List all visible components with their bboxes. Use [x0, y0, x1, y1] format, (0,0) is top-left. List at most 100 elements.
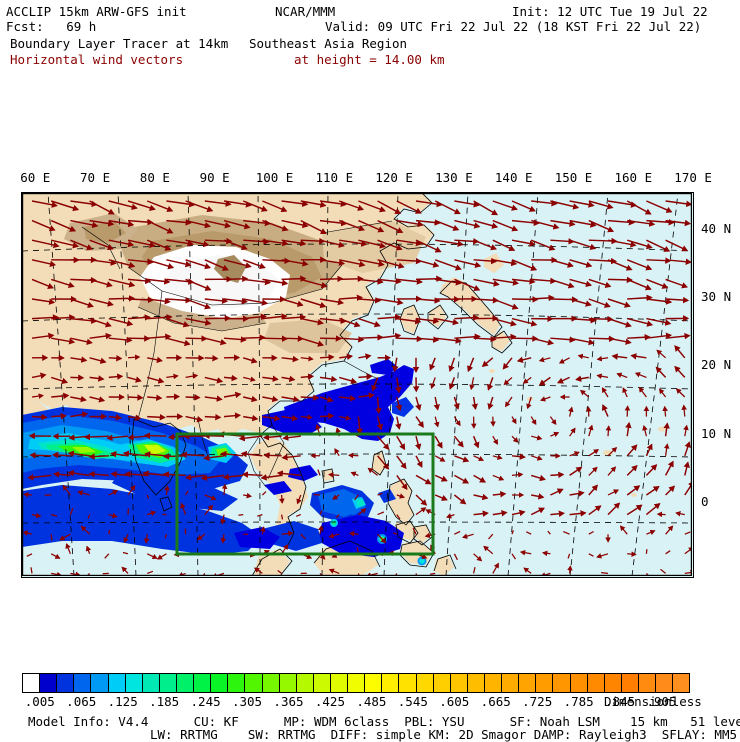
wind-vector — [85, 436, 109, 437]
colorbar-cell-11 — [211, 674, 228, 692]
wind-vector — [320, 357, 333, 358]
wind-vector — [358, 376, 371, 377]
wind-vector — [265, 455, 282, 456]
wind-vector — [313, 495, 320, 496]
colorbar-tick-8: .485 — [356, 694, 386, 709]
wind-vector — [627, 554, 636, 555]
lat-tick-0: 0 — [701, 494, 709, 509]
lon-tick-110E: 110 E — [316, 170, 354, 185]
wind-vector — [282, 495, 283, 503]
colorbar[interactable] — [22, 673, 690, 693]
lon-tick-150E: 150 E — [555, 170, 593, 185]
wind-vector — [282, 338, 303, 339]
colorbar-cell-20 — [365, 674, 382, 692]
colorbar-cell-24 — [434, 674, 451, 692]
lat-tick-40N: 40 N — [701, 221, 731, 236]
header-init-time: Init: 12 UTC Tue 19 Jul 22 — [512, 5, 708, 18]
colorbar-cell-9 — [177, 674, 194, 692]
colorbar-tick-10: .605 — [439, 694, 469, 709]
wind-vector — [128, 357, 139, 358]
header-height-label: at height = 14.00 km — [294, 53, 445, 66]
colorbar-tick-7: .425 — [315, 694, 345, 709]
wind-vector — [550, 475, 563, 476]
colorbar-cell-19 — [348, 674, 365, 692]
wind-vector — [109, 530, 110, 534]
lon-tick-140E: 140 E — [495, 170, 533, 185]
colorbar-cell-32 — [571, 674, 588, 692]
lon-tick-90E: 90 E — [200, 170, 230, 185]
wind-vector — [205, 417, 220, 418]
colorbar-cell-14 — [263, 674, 280, 692]
wind-vector — [601, 573, 608, 574]
colorbar-tick-2: .125 — [108, 694, 138, 709]
header-center-org: NCAR/MMM — [275, 5, 335, 18]
header-region-name: Southeast Asia Region — [249, 37, 407, 50]
lat-tick-20N: 20 N — [701, 357, 731, 372]
lon-tick-170E: 170 E — [674, 170, 712, 185]
colorbar-cell-16 — [297, 674, 314, 692]
wind-vector — [608, 426, 609, 436]
map-panel[interactable] — [21, 192, 694, 578]
wind-vector — [51, 534, 52, 540]
colorbar-cell-25 — [451, 674, 468, 692]
colorbar-tick-5: .305 — [232, 694, 262, 709]
wind-vector — [31, 455, 52, 456]
colorbar-cell-17 — [314, 674, 331, 692]
colorbar-cell-30 — [536, 674, 553, 692]
colorbar-cell-2 — [57, 674, 74, 692]
lon-tick-60E: 60 E — [20, 170, 50, 185]
colorbar-tick-12: .725 — [522, 694, 552, 709]
colorbar-cell-21 — [382, 674, 399, 692]
wind-vector — [282, 515, 283, 520]
map-canvas — [22, 193, 692, 576]
wind-vector — [430, 573, 435, 574]
colorbar-cell-27 — [485, 674, 502, 692]
lat-tick-30N: 30 N — [701, 289, 731, 304]
colorbar-cell-26 — [468, 674, 485, 692]
colorbar-cell-36 — [639, 674, 656, 692]
wind-vector — [570, 566, 571, 573]
wind-vector — [164, 456, 185, 457]
wind-vector — [128, 397, 142, 398]
wind-vector — [24, 494, 32, 495]
wind-vector — [186, 397, 200, 398]
colorbar-cell-18 — [331, 674, 348, 692]
header-valid-time: Valid: 09 UTC Fri 22 Jul 22 (18 KST Fri … — [325, 20, 701, 33]
colorbar-cell-3 — [74, 674, 91, 692]
colorbar-cell-8 — [160, 674, 177, 692]
colorbar-cell-13 — [245, 674, 262, 692]
lon-tick-130E: 130 E — [435, 170, 473, 185]
header-field-name: Boundary Layer Tracer at 14km — [10, 37, 228, 50]
colorbar-cell-0 — [23, 674, 40, 692]
wind-vector — [349, 455, 358, 456]
colorbar-tick-6: .365 — [273, 694, 303, 709]
colorbar-tick-1: .065 — [66, 694, 96, 709]
colorbar-cell-35 — [622, 674, 639, 692]
colorbar-cell-1 — [40, 674, 57, 692]
wind-vector — [320, 279, 342, 280]
colorbar-tick-11: .665 — [481, 694, 511, 709]
wind-vector — [646, 549, 647, 554]
colorbar-cell-10 — [194, 674, 211, 692]
colorbar-cell-12 — [228, 674, 245, 692]
colorbar-tick-4: .245 — [191, 694, 221, 709]
colorbar-cell-15 — [280, 674, 297, 692]
colorbar-cell-38 — [673, 674, 689, 692]
colorbar-tick-9: .545 — [398, 694, 428, 709]
colorbar-cell-22 — [399, 674, 416, 692]
colorbar-cell-33 — [588, 674, 605, 692]
wind-vector — [90, 456, 109, 457]
colorbar-tick-0: .005 — [25, 694, 55, 709]
wind-vector — [239, 515, 244, 516]
wind-vector — [145, 435, 166, 436]
wind-vector — [186, 338, 207, 339]
lat-tick-10N: 10 N — [701, 426, 731, 441]
colorbar-tick-13: .785 — [564, 694, 594, 709]
header-model-init: ACCLIP 15km ARW-GFS init — [6, 5, 187, 18]
wind-vector — [320, 416, 333, 417]
wind-vector — [205, 358, 218, 359]
colorbar-cell-28 — [502, 674, 519, 692]
lon-tick-80E: 80 E — [140, 170, 170, 185]
colorbar-cell-7 — [143, 674, 160, 692]
